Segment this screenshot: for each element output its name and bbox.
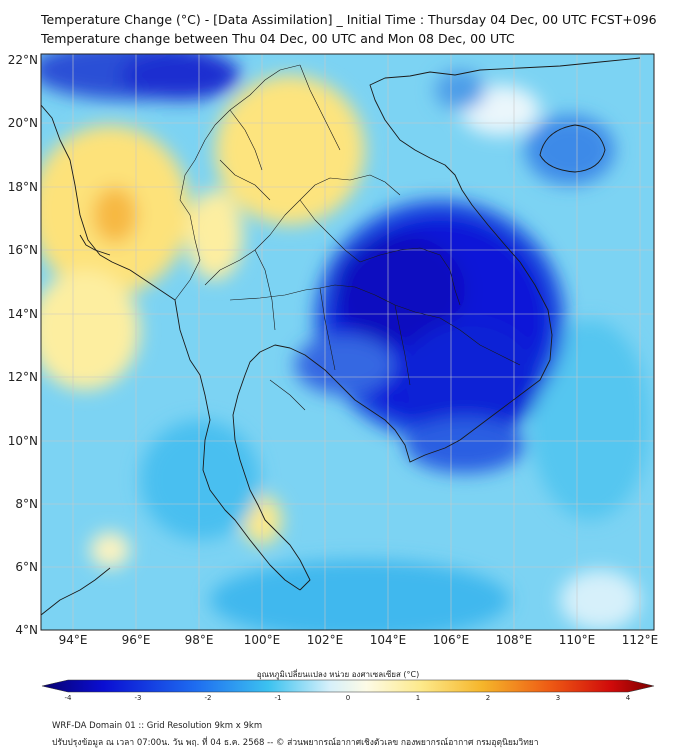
lon-label: 98°E [185,633,214,647]
lon-label: 102°E [307,633,344,647]
lon-label: 106°E [433,633,470,647]
longitude-labels: 94°E 96°E 98°E 100°E 102°E 104°E 106°E 1… [59,633,659,647]
lon-label: 110°E [559,633,596,647]
footer-model-info: WRF-DA Domain 01 :: Grid Resolution 9km … [52,721,263,731]
colorbar-ticks: -4 -3 -2 -1 0 1 2 3 4 [65,694,631,702]
colorbar-tick: -2 [205,694,212,702]
lon-label: 100°E [244,633,281,647]
lat-label: 10°N [8,434,38,448]
lon-label: 96°E [122,633,151,647]
latitude-labels: 22°N 20°N 18°N 16°N 14°N 12°N 10°N 8°N 6… [8,53,38,637]
colorbar-tick: -3 [135,694,142,702]
colorbar-tick: 1 [416,694,420,702]
lat-label: 12°N [8,370,38,384]
lat-label: 6°N [15,560,38,574]
lat-label: 20°N [8,116,38,130]
lat-label: 22°N [8,53,38,67]
map-title: Temperature Change (°C) - [Data Assimila… [41,12,657,27]
plot-frame [40,53,655,631]
lon-label: 108°E [496,633,533,647]
colorbar-label: อุณหภูมิเปลี่ยนแปลง หน่วย องศาเซลเซียส (… [256,670,420,679]
lat-label: 14°N [8,307,38,321]
graticule [41,54,654,630]
lat-label: 18°N [8,180,38,194]
colorbar-tick: 2 [486,694,490,702]
map-subtitle: Temperature change between Thu 04 Dec, 0… [41,31,515,46]
colorbar-tick: 4 [626,694,631,702]
lat-label: 4°N [15,623,38,637]
temperature-field [41,54,654,630]
lon-label: 94°E [59,633,88,647]
colorbar-tick: 0 [346,694,350,702]
borders [174,64,521,411]
lon-label: 104°E [370,633,407,647]
lat-label: 16°N [8,243,38,257]
colorbar-tick: 3 [556,694,560,702]
colorbar-tick: -4 [65,694,73,702]
lon-label: 112°E [622,633,659,647]
lat-label: 8°N [15,497,38,511]
colorbar-bar [41,679,655,693]
colorbar-tick: -1 [275,694,282,702]
coastlines [41,57,641,616]
footer-update-info: ปรับปรุงข้อมูล ณ เวลา 07:00น. วัน พฤ. ที… [52,738,539,748]
colorbar: -4 -3 -2 -1 0 1 2 3 4 [41,679,655,702]
